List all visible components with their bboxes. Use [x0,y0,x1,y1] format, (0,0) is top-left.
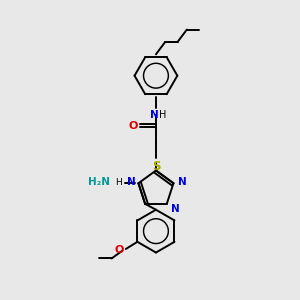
Text: N: N [178,177,186,187]
Text: N: N [127,177,135,187]
Text: N: N [171,204,180,214]
Text: H: H [159,110,166,120]
Text: O: O [129,121,138,131]
Text: O: O [115,244,124,255]
Text: N: N [150,110,159,120]
Text: H₂N: H₂N [88,177,110,187]
Text: H: H [115,178,122,187]
Text: S: S [152,160,160,173]
